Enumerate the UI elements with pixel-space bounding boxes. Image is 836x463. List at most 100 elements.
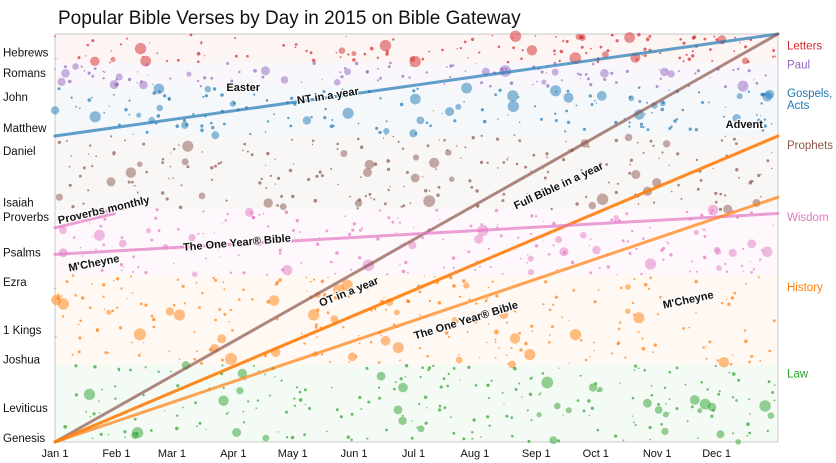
verse-dot [426, 144, 430, 148]
verse-dot [93, 365, 97, 369]
verse-dot [114, 83, 118, 87]
verse-dot [163, 94, 167, 98]
verse-dot [738, 176, 740, 179]
verse-dot [532, 153, 536, 157]
verse-dot [127, 180, 131, 184]
verse-dot [438, 404, 442, 408]
verse-dot [585, 195, 588, 199]
verse-dot [392, 323, 396, 327]
verse-dot [91, 96, 93, 99]
verse-dot [396, 231, 398, 233]
verse-dot [455, 356, 463, 364]
verse-dot [295, 219, 299, 223]
month-label: Oct 1 [583, 448, 609, 460]
verse-dot [705, 345, 707, 347]
verse-dot [637, 330, 640, 333]
verse-dot [74, 364, 78, 368]
book-label-romans: Romans [3, 68, 46, 80]
verse-dot [708, 340, 712, 344]
verse-dot [532, 83, 534, 86]
verse-dot [105, 209, 109, 213]
verse-dot [155, 208, 159, 212]
verse-dot [334, 272, 337, 275]
verse-dot [760, 102, 763, 105]
verse-dot [169, 77, 172, 80]
verse-dot [735, 399, 738, 402]
verse-dot [392, 342, 404, 354]
verse-dot [513, 134, 516, 137]
verse-dot [592, 245, 601, 255]
verse-dot [773, 399, 776, 402]
verse-dot [428, 189, 431, 192]
verse-dot [480, 108, 484, 112]
verse-dot [487, 310, 489, 312]
verse-dot [438, 408, 442, 412]
verse-dot [615, 81, 618, 84]
verse-dot [625, 212, 629, 216]
verse-dot [329, 260, 333, 264]
verse-dot [93, 229, 105, 241]
verse-dot [599, 45, 603, 49]
verse-dot [401, 414, 404, 417]
verse-dot [646, 101, 648, 104]
verse-dot [218, 308, 222, 311]
verse-dot [629, 158, 634, 162]
verse-dot [451, 317, 459, 325]
verse-dot [668, 127, 672, 130]
verse-dot [462, 437, 466, 441]
verse-dot [410, 173, 420, 183]
verse-dot [131, 292, 134, 294]
verse-dot [471, 136, 475, 140]
verse-dot [167, 96, 171, 101]
verse-dot [439, 218, 441, 220]
verse-dot [61, 69, 70, 78]
verse-dot [665, 402, 667, 405]
verse-dot [575, 104, 578, 107]
verse-dot [553, 188, 558, 192]
verse-dot [112, 151, 116, 155]
reading-plan-line-0 [53, 32, 780, 138]
verse-dot [136, 112, 142, 118]
verse-dot [653, 343, 657, 347]
verse-dot [264, 373, 267, 376]
month-label: Aug 1 [461, 448, 490, 460]
verse-dot [260, 66, 270, 76]
verse-dot [298, 398, 303, 402]
verse-dot [625, 284, 631, 290]
verse-dot [428, 366, 432, 370]
verse-dot [759, 360, 762, 362]
verse-dot [474, 269, 477, 271]
verse-dot [320, 279, 325, 284]
verse-dot [404, 260, 408, 265]
verse-dot [732, 354, 734, 356]
verse-dot [113, 93, 115, 96]
verse-dot [291, 194, 295, 199]
verse-dot [645, 37, 650, 42]
verse-dot [486, 383, 490, 387]
verse-dot [124, 139, 126, 142]
verse-dot [770, 122, 773, 125]
verse-dot [310, 115, 313, 119]
chart-title: Popular Bible Verses by Day in 2015 on B… [58, 8, 521, 29]
verse-dot [89, 222, 91, 224]
verse-dot [149, 429, 153, 432]
verse-dot [628, 125, 631, 128]
verse-dot [506, 60, 510, 64]
verse-dot [549, 334, 551, 336]
verse-dot [237, 254, 240, 257]
verse-dot [550, 85, 562, 97]
verse-dot [433, 276, 436, 278]
verse-dot [87, 71, 91, 75]
verse-dot [677, 70, 680, 73]
verse-dot [289, 124, 293, 128]
verse-dot [637, 203, 640, 205]
verse-dot [59, 226, 67, 235]
verse-dot [749, 260, 751, 262]
verse-dot [445, 149, 452, 156]
verse-dot [580, 231, 587, 239]
verse-dot [702, 228, 706, 231]
verse-dot [242, 421, 246, 424]
verse-dot [164, 410, 166, 412]
verse-dot [614, 120, 618, 125]
verse-dot [197, 60, 200, 63]
